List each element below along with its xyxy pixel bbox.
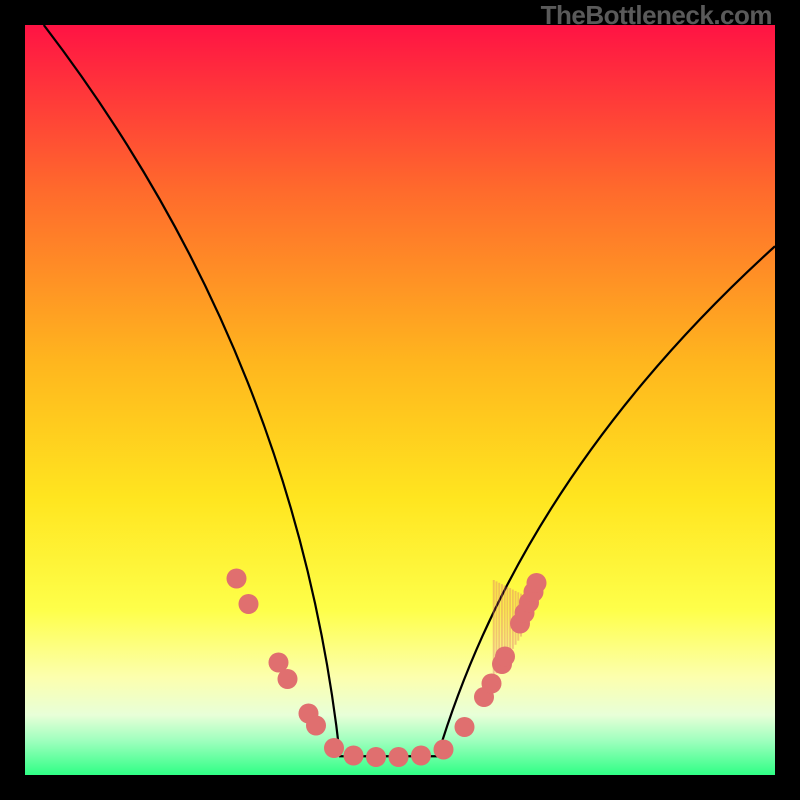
data-marker — [344, 746, 364, 766]
gradient-background — [25, 25, 775, 775]
data-marker — [527, 573, 547, 593]
data-marker — [306, 716, 326, 736]
canvas: TheBottleneck.com — [0, 0, 800, 800]
data-marker — [389, 747, 409, 767]
data-marker — [278, 669, 298, 689]
data-marker — [434, 740, 454, 760]
data-marker — [495, 647, 515, 667]
data-marker — [366, 747, 386, 767]
data-marker — [482, 674, 502, 694]
plot-area — [25, 25, 775, 775]
data-marker — [455, 717, 475, 737]
data-marker — [411, 746, 431, 766]
data-marker — [227, 569, 247, 589]
plot-svg — [25, 25, 775, 775]
data-marker — [239, 594, 259, 614]
data-marker — [324, 738, 344, 758]
